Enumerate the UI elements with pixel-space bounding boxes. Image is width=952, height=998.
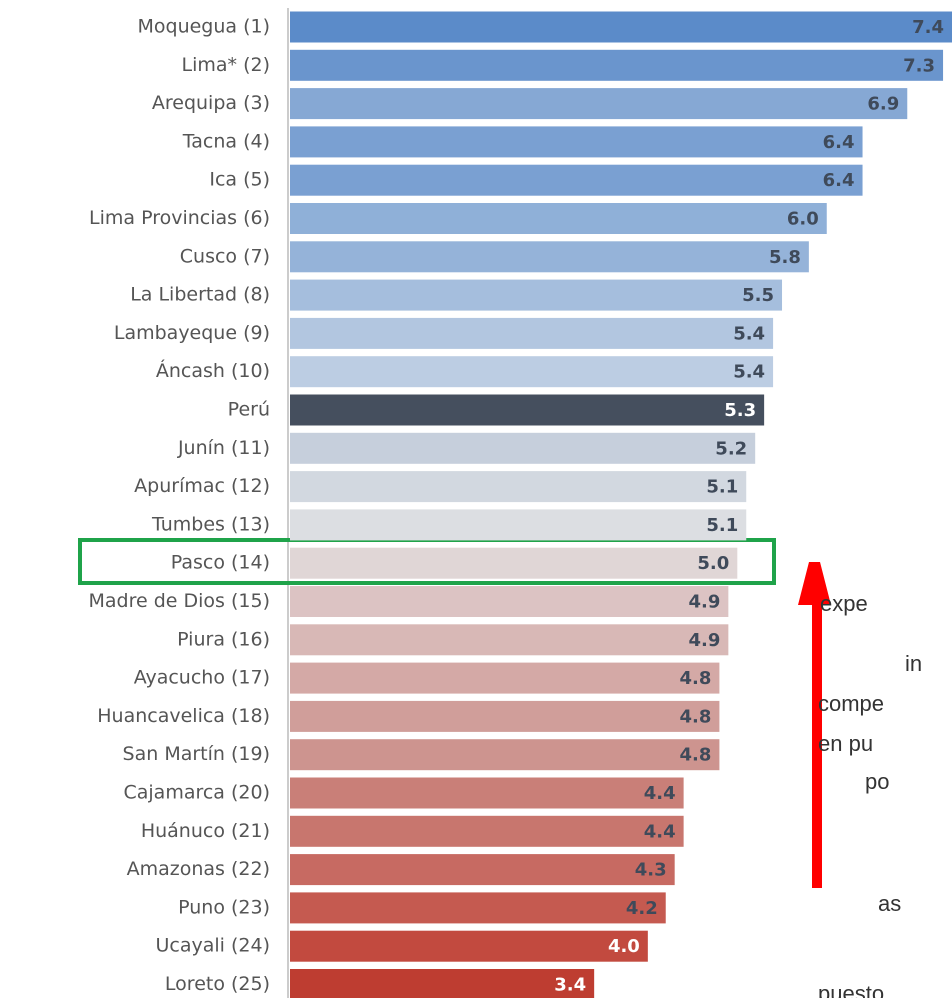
bar (290, 854, 675, 886)
bar (290, 164, 863, 196)
bar (290, 126, 863, 158)
bar (290, 777, 684, 809)
value-label: 4.2 (626, 898, 658, 919)
bar (290, 394, 765, 426)
category-label: Arequipa (3) (152, 92, 270, 114)
bar (290, 586, 729, 617)
value-label: 7.3 (903, 55, 935, 76)
category-label: Ucayali (24) (156, 935, 270, 957)
annotation: compe (818, 691, 884, 716)
annotation: in (905, 651, 922, 676)
bar (290, 432, 756, 464)
value-label: 4.9 (688, 592, 720, 613)
category-label: Moquegua (1) (137, 16, 270, 38)
category-label: Loreto (25) (165, 973, 270, 995)
value-label: 4.8 (680, 668, 712, 689)
value-label: 4.3 (635, 860, 667, 881)
value-label: 5.8 (769, 247, 801, 268)
value-label: 4.8 (680, 745, 712, 766)
value-label: 4.4 (644, 821, 676, 842)
bar (290, 49, 944, 81)
category-label: Huánuco (21) (141, 820, 270, 842)
value-label: 4.9 (688, 630, 720, 651)
value-label: 5.4 (733, 323, 765, 344)
category-label: Madre de Dios (15) (89, 590, 270, 612)
bar (290, 547, 738, 579)
bar (290, 892, 666, 924)
value-label: 6.4 (823, 132, 855, 153)
value-label: 5.2 (715, 438, 747, 459)
category-label: Pasco (14) (171, 552, 270, 574)
value-label: 5.1 (706, 477, 738, 498)
bar (290, 241, 809, 273)
arrow (798, 562, 831, 888)
category-label: Cajamarca (20) (123, 782, 270, 804)
annotation: po (865, 769, 889, 794)
value-label: 5.0 (697, 553, 729, 574)
category-label: Apurímac (12) (134, 475, 270, 497)
value-label: 5.5 (742, 285, 774, 306)
bar (290, 203, 827, 234)
value-label: 4.8 (680, 706, 712, 727)
category-label: Lima Provincias (6) (89, 207, 270, 229)
annotation: as (878, 891, 901, 916)
category-label: Cusco (7) (180, 245, 270, 267)
category-label: Tumbes (13) (151, 513, 270, 535)
bar (290, 471, 747, 503)
category-label: Junín (11) (177, 437, 270, 459)
bar (290, 930, 648, 962)
category-label: Puno (23) (178, 896, 270, 918)
value-label: 4.4 (644, 783, 676, 804)
value-label: 6.4 (823, 170, 855, 191)
value-label: 3.4 (554, 975, 586, 996)
category-label: La Libertad (8) (130, 284, 270, 306)
annotation: en pu (818, 731, 873, 756)
category-label: Amazonas (22) (127, 858, 270, 880)
value-label: 5.3 (724, 400, 756, 421)
category-label: Tacna (4) (182, 130, 270, 152)
category-label: Lima* (2) (182, 54, 270, 76)
value-label: 5.1 (706, 515, 738, 536)
bar (290, 739, 720, 771)
category-label: Huancavelica (18) (97, 705, 270, 727)
annotation: puesto (818, 981, 884, 998)
value-label: 7.4 (912, 17, 944, 38)
bar (290, 509, 747, 541)
bar (290, 662, 720, 694)
value-label: 4.0 (608, 936, 640, 957)
value-label: 6.9 (867, 94, 899, 115)
category-label: Ica (5) (209, 169, 270, 191)
bar (290, 317, 774, 349)
category-label: Piura (16) (177, 628, 270, 650)
bar (290, 969, 595, 998)
bar (290, 279, 783, 311)
annotation: expe (820, 591, 868, 616)
bar (290, 11, 952, 43)
bar (290, 700, 720, 732)
bar (290, 815, 684, 847)
category-label: Perú (228, 399, 270, 421)
category-label: Ayacucho (17) (134, 667, 270, 689)
category-label: Áncash (10) (156, 359, 270, 382)
category-label: San Martín (19) (123, 743, 270, 765)
category-label: Lambayeque (9) (114, 322, 270, 344)
value-label: 5.4 (733, 362, 765, 383)
value-label: 6.0 (787, 209, 819, 230)
bar (290, 624, 729, 656)
bar (290, 356, 774, 388)
bar (290, 88, 908, 120)
